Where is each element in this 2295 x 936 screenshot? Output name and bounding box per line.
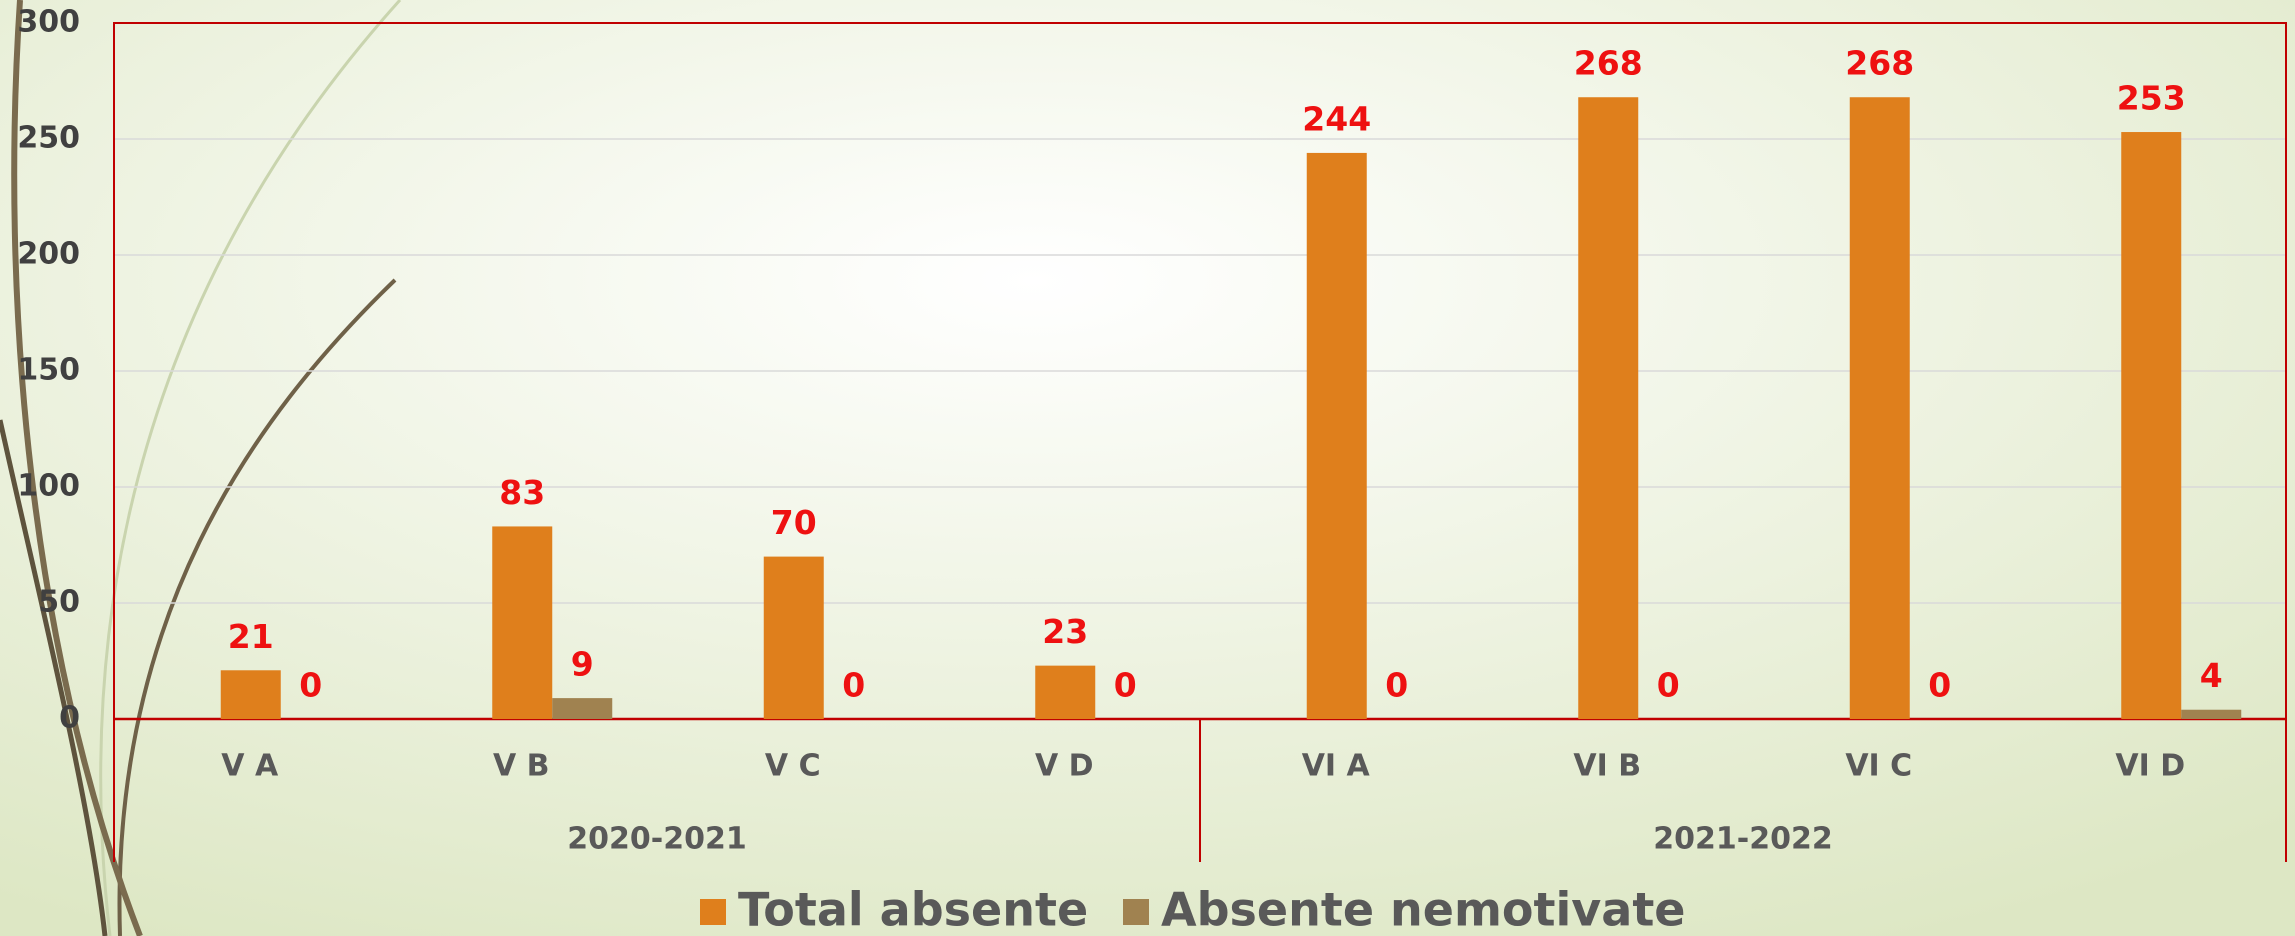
x-tick-label: VI C (1845, 749, 1912, 784)
y-tick-label: 200 (17, 237, 80, 272)
bar (1035, 666, 1095, 719)
value-label: 70 (771, 503, 817, 542)
x-tick-label: VI D (2115, 749, 2185, 784)
value-label: 9 (571, 645, 594, 684)
value-label: 0 (1385, 666, 1408, 705)
bar (1850, 97, 1910, 719)
page: 0 50 100 150 200 250 300 21 83 70 23 244 268 268 253 0 9… (0, 0, 2295, 936)
bar (2121, 132, 2181, 719)
y-tick-label: 100 (17, 469, 80, 504)
y-tick-label: 150 (17, 353, 80, 388)
y-tick-label: 300 (17, 5, 80, 40)
y-tick-label: 250 (17, 121, 80, 156)
x-tick-label: VI A (1302, 749, 1371, 784)
bar (492, 526, 552, 719)
chart: 0 50 100 150 200 250 300 21 83 70 23 244 268 268 253 0 9… (0, 0, 2295, 936)
y-tick-label: 0 (59, 701, 80, 736)
bar (1578, 97, 1638, 719)
legend-label: Total absente (738, 883, 1088, 936)
value-label: 0 (1114, 666, 1137, 705)
value-label: 268 (1574, 44, 1643, 83)
legend-swatch (700, 899, 726, 925)
x-tick-label: V D (1035, 749, 1094, 784)
bar (552, 698, 612, 719)
group-label: 2021-2022 (1653, 822, 1832, 857)
value-label: 268 (1845, 44, 1914, 83)
value-label: 21 (228, 617, 274, 656)
value-label: 253 (2117, 79, 2186, 118)
x-tick-label: VI B (1573, 749, 1641, 784)
value-label: 83 (499, 473, 545, 512)
background (0, 0, 2295, 936)
value-label: 0 (842, 666, 865, 705)
group-label: 2020-2021 (567, 822, 746, 857)
x-tick-label: V B (493, 749, 550, 784)
bar (1307, 153, 1367, 719)
x-tick-label: V A (221, 749, 279, 784)
bar (2181, 710, 2241, 719)
value-label: 4 (2200, 656, 2223, 695)
value-label: 0 (299, 666, 322, 705)
value-label: 0 (1657, 666, 1680, 705)
bar (221, 670, 281, 719)
value-label: 23 (1042, 612, 1088, 651)
y-tick-label: 50 (38, 585, 80, 620)
legend-swatch (1123, 899, 1149, 925)
x-tick-label: V C (765, 749, 821, 784)
value-label: 0 (1928, 666, 1951, 705)
bar (764, 557, 824, 719)
legend-label: Absente nemotivate (1161, 883, 1686, 936)
value-label: 244 (1302, 99, 1371, 138)
